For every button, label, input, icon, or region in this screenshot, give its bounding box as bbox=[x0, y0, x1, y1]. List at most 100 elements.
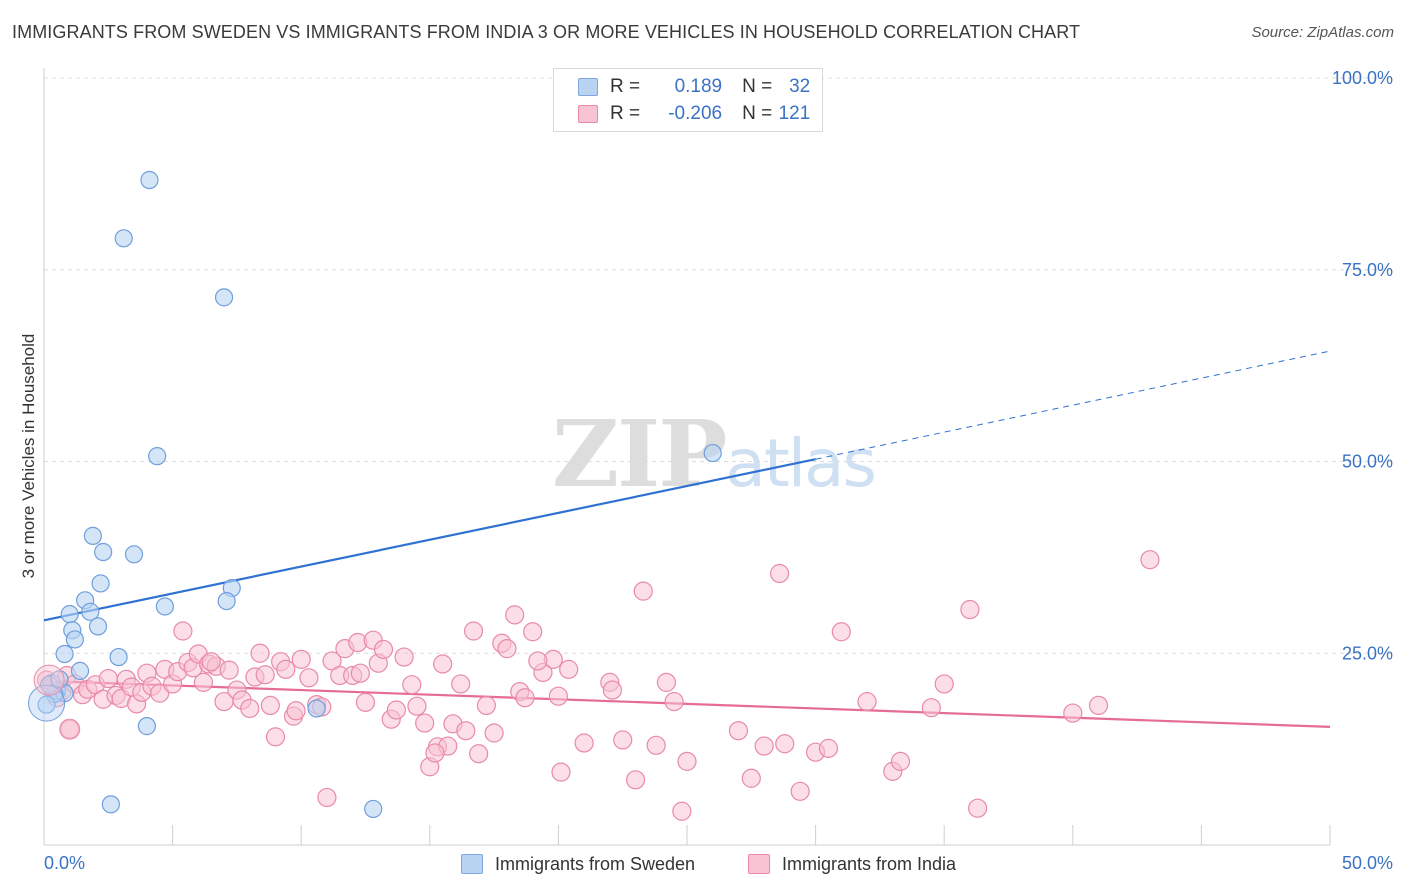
bottom-legend-sweden: Immigrants from Sweden bbox=[461, 852, 695, 876]
india-point bbox=[602, 680, 623, 700]
sweden-point bbox=[155, 597, 174, 616]
grid-layer bbox=[44, 77, 1392, 654]
india-point bbox=[355, 692, 376, 712]
india-point bbox=[677, 751, 697, 771]
india-point bbox=[960, 599, 980, 620]
india-point bbox=[402, 675, 422, 695]
india-point bbox=[818, 738, 839, 758]
india-point bbox=[1063, 703, 1083, 723]
india-point bbox=[505, 605, 525, 625]
y-tick-label: 75.0% bbox=[1342, 260, 1393, 280]
sweden-r-label: R = bbox=[610, 76, 641, 97]
label-layer: 25.0% 50.0% 75.0% 100.0% 0.0% 50.0% 3 or more … bbox=[19, 68, 1393, 873]
sweden-point bbox=[70, 661, 90, 680]
india-point bbox=[463, 621, 484, 641]
bottom-india-swatch bbox=[748, 854, 770, 874]
y-tick-label: 100.0% bbox=[1332, 68, 1393, 88]
india-point bbox=[754, 736, 774, 756]
india-point bbox=[201, 652, 221, 672]
y-tick-label: 50.0% bbox=[1342, 452, 1393, 472]
india-point bbox=[59, 718, 81, 740]
india-swatch bbox=[578, 105, 598, 123]
bottom-sweden-label: Immigrants from Sweden bbox=[495, 853, 696, 874]
correlation-legend: R = 0.189 N = 32 R = -0.206 N = 121 bbox=[553, 68, 823, 132]
sweden-point bbox=[88, 617, 108, 636]
india-point-cluster bbox=[33, 664, 65, 696]
india-point bbox=[1088, 695, 1109, 716]
india-point bbox=[373, 639, 394, 660]
india-point bbox=[265, 727, 286, 747]
india-point bbox=[291, 649, 311, 669]
sweden-trend-line bbox=[43, 458, 816, 622]
india-point bbox=[633, 581, 653, 601]
watermark-atlas: atlas bbox=[725, 425, 876, 502]
india-point bbox=[528, 651, 548, 671]
india-point bbox=[219, 660, 239, 680]
sweden-point bbox=[37, 695, 56, 714]
sweden-point bbox=[114, 229, 133, 248]
watermark-zip: ZIP bbox=[552, 400, 727, 508]
sweden-point bbox=[214, 288, 234, 307]
sweden-point bbox=[307, 699, 326, 718]
india-point bbox=[386, 700, 406, 720]
chart-title: IMMIGRANTS FROM SWEDEN VS IMMIGRANTS FRO… bbox=[12, 22, 1081, 42]
sweden-n-value: 32 bbox=[789, 76, 811, 97]
bottom-legend-india: Immigrants from India bbox=[748, 852, 956, 876]
sweden-point bbox=[91, 574, 110, 593]
india-point bbox=[173, 621, 193, 641]
india-point bbox=[497, 639, 517, 659]
x-tick-label: 50.0% bbox=[1342, 853, 1393, 873]
india-point bbox=[451, 674, 471, 694]
sweden-point bbox=[140, 170, 159, 190]
trend-layer bbox=[43, 350, 1331, 728]
india-point bbox=[625, 770, 646, 790]
india-point bbox=[456, 721, 476, 741]
sweden-point bbox=[109, 647, 128, 667]
india-point bbox=[1140, 550, 1160, 570]
india-point bbox=[551, 762, 571, 782]
sweden-swatch bbox=[578, 78, 598, 96]
sweden-point bbox=[364, 799, 383, 819]
sweden-point bbox=[55, 644, 74, 664]
india-r-label: R = bbox=[610, 103, 641, 124]
india-point bbox=[317, 787, 337, 808]
india-point bbox=[548, 686, 569, 706]
india-point bbox=[394, 647, 414, 667]
india-point bbox=[260, 695, 280, 716]
sweden-point bbox=[148, 447, 167, 466]
india-point bbox=[741, 768, 761, 788]
india-point bbox=[425, 743, 445, 763]
india-point bbox=[193, 672, 214, 692]
india-point bbox=[646, 735, 666, 755]
india-point bbox=[240, 698, 260, 719]
india-trend-line bbox=[43, 679, 1331, 728]
y-tick-label: 25.0% bbox=[1342, 643, 1393, 663]
india-point bbox=[559, 659, 579, 679]
sweden-point bbox=[137, 717, 156, 736]
india-point bbox=[672, 801, 692, 821]
india-point bbox=[857, 691, 877, 712]
legend-row-india: R = -0.206 N = 121 bbox=[578, 102, 810, 126]
india-point bbox=[790, 781, 810, 801]
watermark: ZIPatlas bbox=[552, 400, 877, 508]
sweden-point bbox=[101, 795, 120, 814]
india-point bbox=[98, 668, 118, 689]
bottom-sweden-swatch bbox=[461, 854, 483, 874]
india-point bbox=[255, 665, 275, 685]
india-point bbox=[775, 734, 795, 754]
india-point bbox=[484, 723, 504, 743]
sweden-point bbox=[81, 602, 100, 621]
sweden-trend-extension bbox=[815, 350, 1331, 460]
axis-layer bbox=[43, 68, 1331, 846]
india-point bbox=[968, 798, 988, 818]
sweden-point bbox=[703, 443, 722, 463]
india-r-value: -0.206 bbox=[668, 103, 723, 124]
sweden-n-label: N = bbox=[742, 76, 773, 97]
india-point bbox=[276, 659, 296, 679]
sweden-point bbox=[65, 630, 84, 649]
x-tick-label: 0.0% bbox=[44, 853, 85, 873]
india-n-value: 121 bbox=[778, 103, 811, 124]
india-point bbox=[934, 674, 954, 694]
india-point bbox=[250, 643, 270, 663]
